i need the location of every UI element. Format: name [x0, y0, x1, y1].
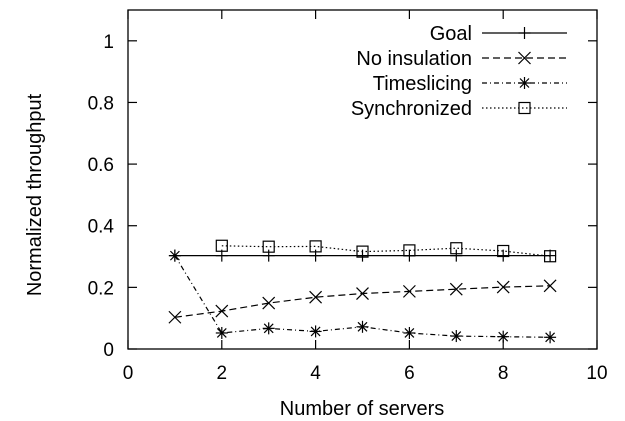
y-tick-label: 0.8 [88, 93, 114, 114]
legend-marker [518, 77, 531, 89]
legend-marker [518, 101, 531, 115]
x-tick-label: 10 [586, 363, 607, 384]
legend-entry: Synchronized [351, 98, 567, 120]
data-point [450, 330, 463, 343]
data-point [215, 326, 228, 339]
legend-marker [518, 51, 531, 65]
data-point [262, 240, 275, 253]
y-tick-label: 0 [103, 340, 114, 361]
series-layer [168, 239, 557, 344]
series-synchronized [215, 239, 557, 263]
data-point [309, 325, 322, 338]
data-point [449, 282, 463, 296]
plot-axes: 0 2 4 6 8 10 0 0.2 0.4 0.6 0.8 1 [88, 9, 608, 384]
y-tick-label: 0.6 [88, 155, 114, 176]
data-point [543, 250, 557, 263]
data-point [168, 310, 182, 324]
y-tick-label: 0.2 [88, 278, 114, 299]
data-point [496, 280, 510, 294]
data-point [356, 320, 369, 333]
plot-frame [127, 9, 598, 350]
series-line [174, 285, 551, 318]
legend-marker [518, 27, 531, 39]
data-point [403, 244, 416, 257]
legend-entry: Timeslicing [373, 73, 567, 95]
series-line [221, 245, 551, 257]
data-point [402, 284, 416, 298]
legend: Goal No insulation Timeslicing Synchronized [351, 23, 567, 120]
legend-entry: No insulation [356, 48, 567, 70]
data-point [544, 331, 557, 344]
x-tick-label: 0 [123, 363, 134, 384]
legend-label: Timeslicing [373, 73, 472, 95]
x-tick-label: 4 [310, 363, 321, 384]
data-point [168, 249, 181, 262]
data-point [450, 249, 463, 262]
data-point [356, 245, 369, 258]
series-timeslicing [168, 249, 557, 344]
data-point [497, 244, 510, 258]
data-point [215, 239, 228, 252]
legend-label: Goal [430, 23, 472, 45]
series-no-insulation [168, 279, 557, 324]
legend-label: No insulation [356, 48, 472, 70]
data-point [403, 326, 416, 339]
data-point [497, 249, 510, 262]
y-tick-label: 0.4 [88, 217, 115, 238]
data-point [497, 330, 510, 343]
data-point [309, 240, 322, 253]
data-point [356, 287, 369, 300]
y-tick-label: 1 [103, 32, 114, 53]
x-axis-label: Number of servers [280, 398, 445, 420]
x-tick-label: 8 [498, 363, 509, 384]
data-point [262, 296, 276, 310]
data-point [215, 304, 229, 318]
data-point [262, 322, 275, 335]
data-point [309, 290, 323, 304]
data-point [450, 242, 463, 255]
data-point [543, 279, 557, 293]
x-tick-label: 6 [404, 363, 415, 384]
data-point [262, 249, 275, 262]
legend-entry: Goal [430, 23, 567, 45]
y-axis-label: Normalized throughput [24, 93, 46, 296]
legend-label: Synchronized [351, 98, 472, 120]
x-tick-label: 2 [217, 363, 228, 384]
